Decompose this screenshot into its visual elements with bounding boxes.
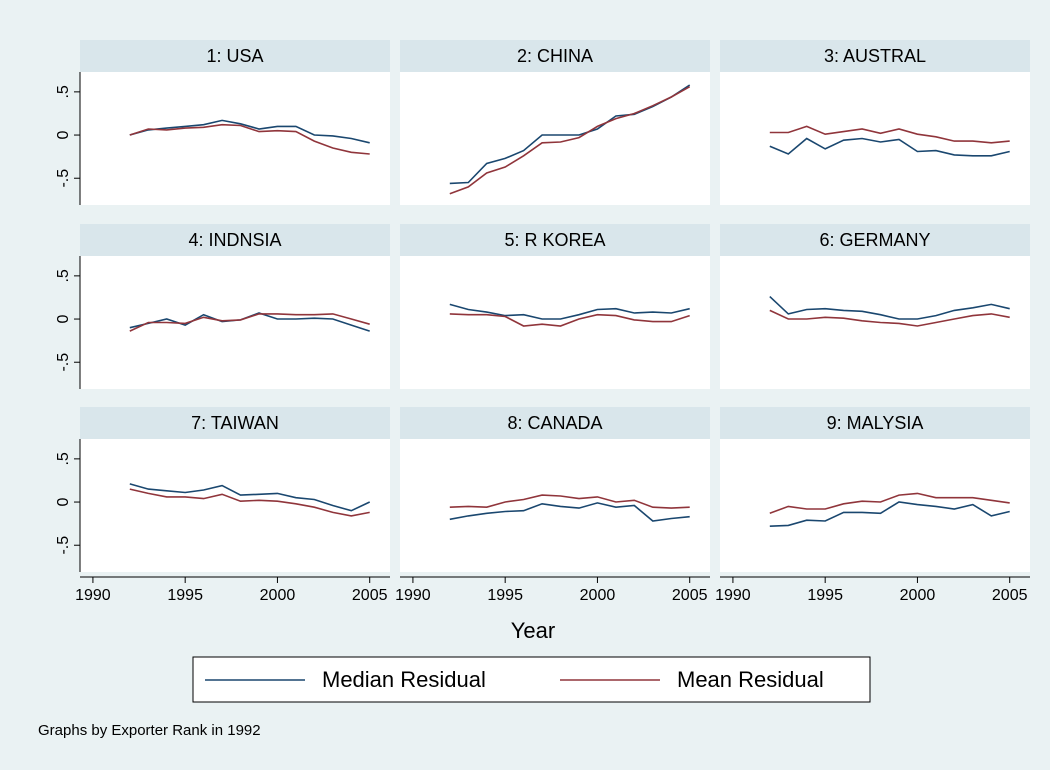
x-tick-label: 2000 — [260, 587, 296, 604]
series-line — [449, 502, 690, 522]
plot-area — [80, 256, 390, 389]
x-tick-label: 1995 — [487, 587, 523, 604]
series-line — [449, 86, 691, 195]
panel-title: 4: INDNSIA — [188, 230, 281, 250]
series-line — [129, 313, 370, 332]
series-line — [129, 483, 371, 512]
series-line — [449, 313, 690, 327]
plot-area — [80, 439, 390, 572]
panel-header — [720, 224, 1030, 256]
series-line — [769, 501, 1010, 527]
panel-header — [720, 407, 1030, 439]
series-line — [129, 119, 370, 144]
series-line — [769, 125, 1010, 144]
series-line — [769, 137, 1010, 157]
legend-label: Median Residual — [322, 667, 486, 692]
panel-title: 9: MALYSIA — [827, 413, 924, 433]
panel-header — [400, 40, 710, 72]
legend-label: Mean Residual — [677, 667, 824, 692]
y-tick-label: .5 — [55, 269, 72, 282]
series-line — [129, 123, 370, 155]
panel-header — [400, 224, 710, 256]
series-line — [449, 494, 690, 509]
x-tick-label: 2005 — [992, 587, 1028, 604]
plot-area — [80, 72, 390, 205]
x-tick-label: 2000 — [900, 587, 936, 604]
x-tick-label: 1995 — [807, 587, 843, 604]
note: Graphs by Exporter Rank in 1992 — [38, 722, 261, 739]
legend-box — [192, 656, 871, 703]
y-tick-label: -.5 — [55, 353, 72, 372]
y-tick-label: -.5 — [55, 536, 72, 555]
x-tick-label: 1990 — [75, 587, 111, 604]
series-line — [769, 492, 1010, 515]
plot-area — [720, 72, 1030, 205]
panel-title: 6: GERMANY — [819, 230, 930, 250]
y-tick-label: -.5 — [55, 169, 72, 188]
panel-title: 7: TAIWAN — [191, 413, 279, 433]
panel-header — [80, 40, 390, 72]
plot-area — [400, 256, 710, 389]
panel-title: 5: R KOREA — [504, 230, 605, 250]
panel-title: 1: USA — [206, 46, 263, 66]
panel-header — [80, 407, 390, 439]
plot-area — [400, 72, 710, 205]
x-tick-label: 2005 — [352, 587, 388, 604]
x-tick-label: 1990 — [395, 587, 431, 604]
x-tick-label: 1995 — [167, 587, 203, 604]
series-line — [769, 296, 1010, 320]
plot-area — [720, 439, 1030, 572]
panel-title: 2: CHINA — [517, 46, 593, 66]
panel-title: 3: AUSTRAL — [824, 46, 926, 66]
x-tick-label: 2005 — [672, 587, 708, 604]
x-axis-label: Year — [511, 618, 555, 643]
y-tick-label: 0 — [55, 314, 72, 323]
panel-header — [720, 40, 1030, 72]
y-tick-label: 0 — [55, 130, 72, 139]
series-line — [129, 488, 370, 517]
y-tick-label: .5 — [55, 85, 72, 98]
panel-title: 8: CANADA — [507, 413, 602, 433]
series-line — [769, 309, 1010, 327]
y-tick-label: 0 — [55, 497, 72, 506]
panel-header — [400, 407, 710, 439]
series-line — [449, 303, 690, 320]
x-tick-label: 2000 — [580, 587, 616, 604]
x-tick-label: 1990 — [715, 587, 751, 604]
y-tick-label: .5 — [55, 452, 72, 465]
panel-header — [80, 224, 390, 256]
